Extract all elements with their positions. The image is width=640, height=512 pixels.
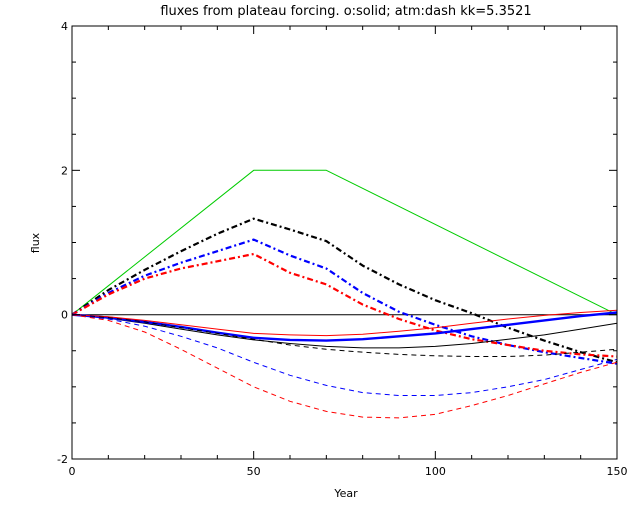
series-line-3 [71,217,618,364]
series-line-4 [71,238,618,365]
series-line-9 [71,314,618,357]
x-tick-label: 0 [69,465,76,478]
plot-frame [71,25,618,460]
series-line-2 [71,169,618,316]
x-tick-label: 50 [247,465,261,478]
y-tick-label: 4 [61,20,68,33]
y-tick-label: -2 [57,453,68,466]
x-axis-label: Year [333,487,358,500]
chart-title: fluxes from plateau forcing. o:solid; at… [160,4,531,19]
series-line-10 [71,314,618,396]
x-tick-label: 100 [425,465,446,478]
y-tick-label: 2 [61,164,68,177]
x-tick-label: 150 [607,465,628,478]
y-axis-label: flux [29,232,42,253]
series-line-8 [71,309,618,337]
series-layer [71,169,618,419]
series-line-5 [71,252,618,358]
y-tick-label: 0 [61,309,68,322]
series-line-6 [71,314,618,349]
series-line-11 [71,314,618,419]
